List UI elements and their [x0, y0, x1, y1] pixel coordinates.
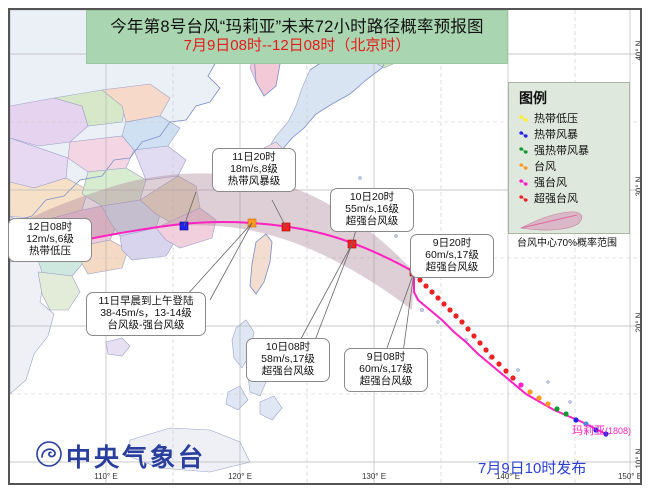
cma-logo-icon	[36, 440, 62, 472]
issue-time: 7月9日10时发布	[478, 460, 587, 477]
legend-item-severe-typhoon: 强台风	[517, 174, 623, 190]
lon-tick-140: 140° E	[495, 472, 521, 481]
organization-name: 中央气象台	[66, 444, 207, 472]
callout-landfall-note: 11日早晨到上午登陆 38-45m/s，13-14级 台风级-强台风级	[86, 292, 206, 336]
typhoon-symbol-icon	[517, 128, 530, 141]
lat-tick-30: 30° N	[634, 176, 641, 197]
typhoon-symbol-icon	[517, 160, 530, 173]
legend-label: 超强台风	[534, 193, 578, 205]
legend-panel: 图例 热带低压 热带风暴	[508, 82, 630, 249]
typhoon-symbol-icon	[517, 192, 530, 205]
page-title: 今年第8号台风“玛莉亚”未来72小时路径概率预报图	[110, 18, 484, 37]
probability-cone	[22, 173, 414, 310]
legend-item-severe-tropical-storm: 强热带风暴	[517, 142, 623, 158]
callout-line-grade: 超强台风级	[261, 365, 315, 378]
callout-line-wind: 58m/s,17级	[261, 353, 315, 366]
callout-forecast-9d20: 9日20时 60m/s,17级 超强台风级	[410, 234, 494, 278]
callout-line-wind: 12m/s,6级	[26, 233, 74, 246]
typhoon-symbol-icon	[517, 112, 530, 125]
callout-line-grade: 超强台风级	[425, 261, 479, 274]
typhoon-symbol-icon	[517, 144, 530, 157]
legend-label: 强热带风暴	[534, 145, 589, 157]
callout-forecast-12d08: 12日08时 12m/s,6级 热带低压	[8, 218, 92, 262]
organization-branding: 中央气象台	[36, 438, 206, 474]
past-track	[413, 276, 609, 437]
lat-tick-20: 20° N	[634, 312, 641, 333]
legend-label: 热带低压	[534, 113, 578, 125]
callout-line-wind: 55m/s,16级	[345, 203, 399, 216]
callout-line-time: 9日20时	[432, 237, 472, 249]
lon-tick-110: 110° E	[94, 472, 118, 481]
legend-item-super-typhoon: 超强台风	[517, 190, 623, 206]
callout-line-landfall-time: 11日早晨到上午登陆	[98, 295, 194, 307]
legend-label: 台风	[534, 161, 556, 173]
storm-name-text: 玛莉亚	[572, 425, 605, 437]
callout-line-grade: 台风级-强台风级	[107, 319, 185, 332]
callout-line-time: 10日08时	[265, 341, 311, 353]
callout-line-time: 11日20时	[232, 151, 276, 163]
callout-line-wind: 60m/s,17级	[359, 363, 413, 376]
callout-line-grade: 超强台风级	[359, 375, 413, 388]
callout-forecast-10d08: 10日08时 58m/s,17级 超强台风级	[246, 338, 330, 382]
callout-line-time: 10日20时	[349, 191, 395, 203]
title-banner: 今年第8号台风“玛莉亚”未来72小时路径概率预报图 7月9日08时--12日08…	[86, 10, 508, 64]
callout-line-grade: 热带低压	[29, 245, 71, 258]
typhoon-symbol-icon	[517, 176, 530, 189]
legend-cone-swatch	[519, 208, 623, 234]
lon-tick-130: 130° E	[361, 472, 387, 481]
callout-forecast-11d20: 11日20时 18m/s,8级 热带风暴级	[212, 148, 296, 192]
page-subtitle: 7月9日08时--12日08时（北京时）	[183, 37, 411, 55]
callout-current-9d08: 9日08时 60m/s,17级 超强台风级	[344, 348, 428, 392]
lat-tick-10: 10° N	[634, 448, 641, 469]
legend-item-tropical-depression: 热带低压	[517, 110, 623, 126]
legend-item-tropical-storm: 热带风暴	[517, 126, 623, 142]
callout-line-grade: 超强台风级	[345, 215, 399, 228]
storm-name-label: 玛莉亚(1808)	[572, 421, 631, 439]
legend-label: 强台风	[534, 177, 567, 189]
legend-title: 图例	[519, 90, 547, 106]
callout-line-grade: 热带风暴级	[227, 175, 281, 188]
callout-line-wind: 38-45m/s，13-14级	[100, 307, 192, 320]
callout-line-wind: 60m/s,17级	[425, 249, 479, 262]
lon-tick-120: 120° E	[227, 472, 253, 481]
legend-cone-label: 台风中心70%概率范围	[517, 238, 618, 249]
callout-line-time: 9日08时	[366, 351, 406, 363]
storm-id-text: (1808)	[605, 426, 632, 436]
lat-tick-40: 40° N	[634, 40, 641, 61]
legend-item-typhoon: 台风	[517, 158, 623, 174]
callout-line-time: 12日08时	[27, 221, 73, 233]
callout-line-wind: 18m/s,8级	[230, 163, 278, 176]
lon-tick-150: 150° E	[617, 472, 640, 481]
callout-forecast-10d20: 10日20时 55m/s,16级 超强台风级	[330, 188, 414, 232]
legend-label: 热带风暴	[534, 129, 578, 141]
past-track-points	[417, 277, 609, 437]
